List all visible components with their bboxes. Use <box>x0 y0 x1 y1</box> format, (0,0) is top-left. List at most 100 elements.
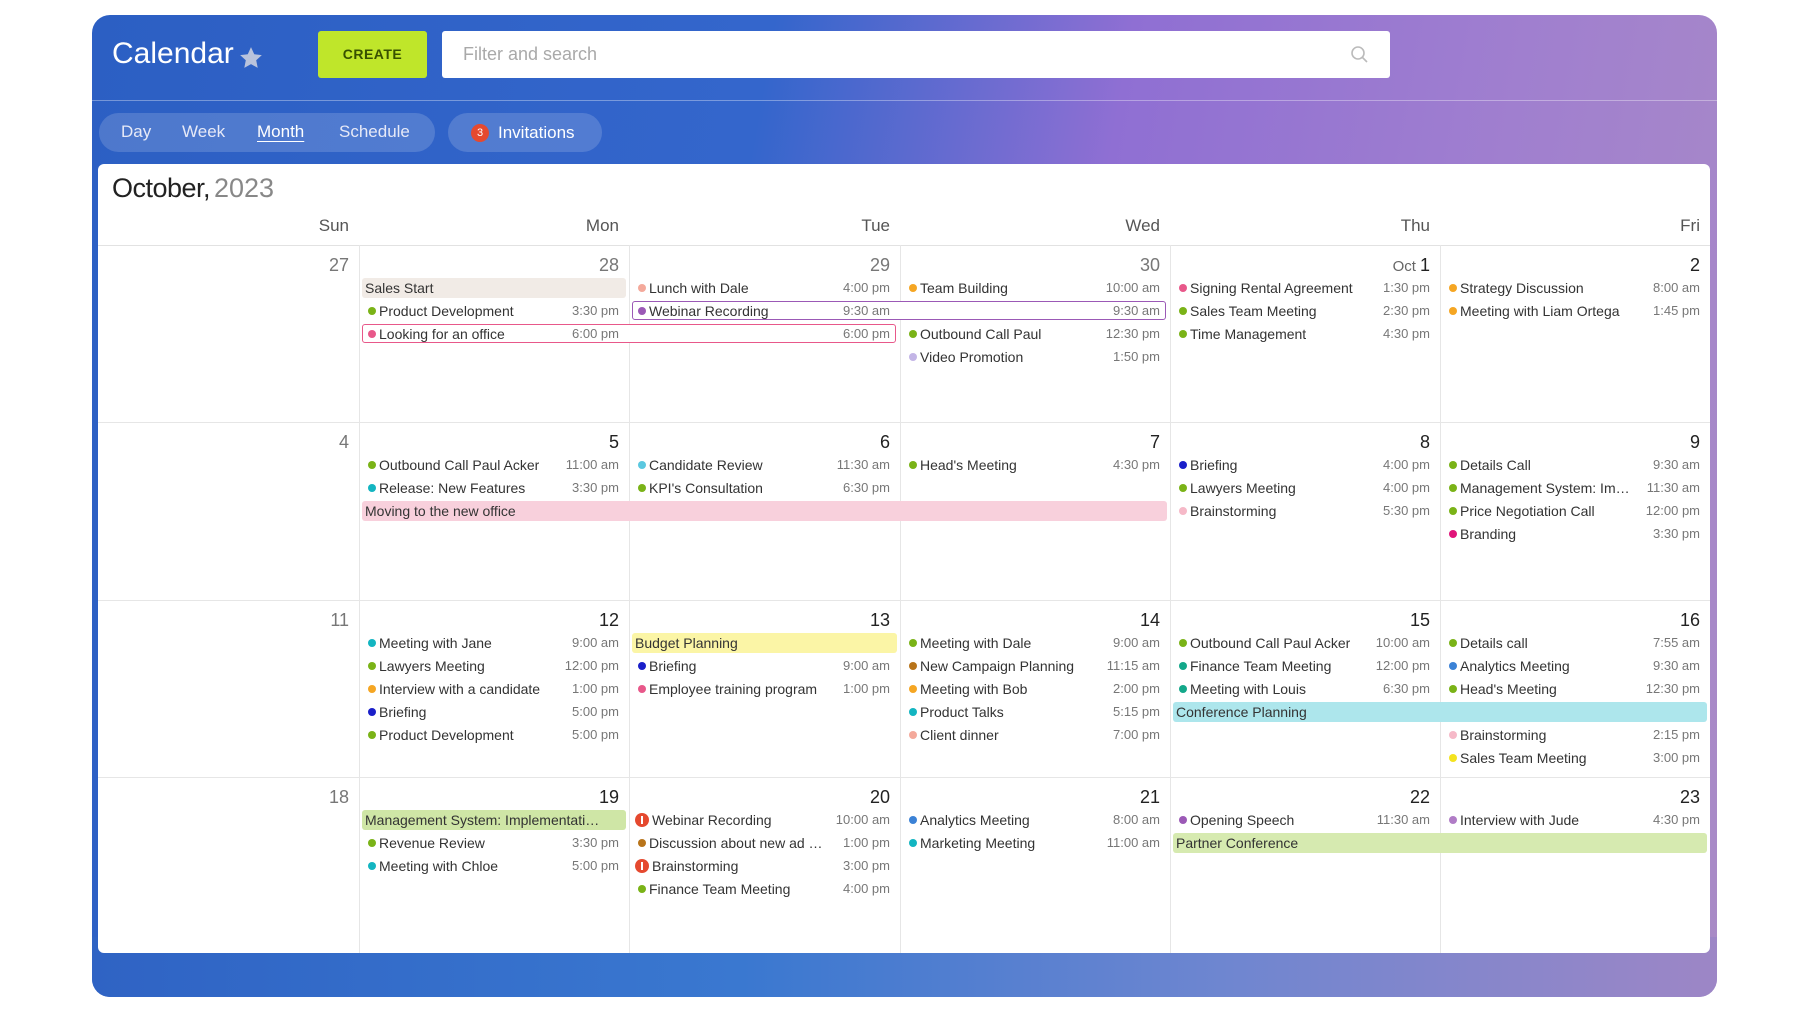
alert-mark <box>641 816 643 824</box>
event-title[interactable]: Product Development <box>379 727 514 743</box>
event-dot <box>909 353 917 361</box>
event-title[interactable]: Meeting with Dale <box>920 635 1032 651</box>
event-title[interactable]: Time Management <box>1190 326 1307 342</box>
event-title[interactable]: Webinar Recording <box>649 303 769 319</box>
event-title[interactable]: Webinar Recording <box>652 812 772 828</box>
event-title[interactable]: Video Promotion <box>920 349 1024 365</box>
event-bar[interactable]: Sales Start <box>362 278 626 298</box>
date: 27 <box>328 255 349 275</box>
event-title[interactable]: Management System: Im… <box>1460 480 1630 496</box>
event-dot <box>909 708 917 716</box>
event-time: 3:30 pm <box>572 303 619 318</box>
event-bar[interactable]: Moving to the new office <box>362 501 1167 521</box>
event-title[interactable]: Looking for an office <box>379 326 505 342</box>
event-title[interactable]: Interview with a candidate <box>379 681 541 697</box>
event-title[interactable]: Price Negotiation Call <box>1460 503 1595 519</box>
event-title[interactable]: Briefing <box>1190 457 1238 473</box>
event-title[interactable]: Lawyers Meeting <box>379 658 485 674</box>
event-title[interactable]: Product Talks <box>920 704 1004 720</box>
event-bar[interactable]: Conference Planning <box>1173 702 1707 722</box>
event-title[interactable]: Meeting with Bob <box>920 681 1028 697</box>
create-button[interactable]: CREATE <box>318 31 427 78</box>
event-title[interactable]: Outbound Call Paul <box>920 326 1042 342</box>
event-title[interactable]: Brainstorming <box>1190 503 1277 519</box>
event-title[interactable]: Meeting with Jane <box>379 635 492 651</box>
event-time: 2:30 pm <box>1383 303 1430 318</box>
event-title[interactable]: Finance Team Meeting <box>1190 658 1332 674</box>
event-title[interactable]: Marketing Meeting <box>920 835 1036 851</box>
invitations-button[interactable]: 3 Invitations <box>448 113 602 152</box>
event-title[interactable]: Signing Rental Agreement <box>1190 280 1353 296</box>
date: 30 <box>1139 255 1160 275</box>
favorite-star[interactable] <box>238 45 264 71</box>
event-title[interactable]: Interview with Jude <box>1460 812 1580 828</box>
view-tab[interactable]: Week <box>182 122 226 141</box>
event-title[interactable]: Sales Team Meeting <box>1190 303 1317 319</box>
app-title: Calendar <box>112 37 234 70</box>
event-time: 8:00 am <box>1653 280 1700 295</box>
year-title: 2023 <box>214 173 275 203</box>
event-title[interactable]: Discussion about new ad … <box>649 835 823 851</box>
event-title[interactable]: KPI's Consultation <box>649 480 763 496</box>
search-box[interactable]: Filter and search <box>442 31 1390 78</box>
date: 21 <box>1139 787 1160 807</box>
event-time: 3:30 pm <box>572 835 619 850</box>
event-title[interactable]: Analytics Meeting <box>1460 658 1570 674</box>
event-bar[interactable]: Management System: Implementati… <box>362 810 626 830</box>
event-title[interactable]: Client dinner <box>920 727 999 743</box>
event-title[interactable]: Strategy Discussion <box>1460 280 1584 296</box>
view-tab[interactable]: Schedule <box>339 122 410 141</box>
event-title[interactable]: Briefing <box>649 658 697 674</box>
event-dot <box>638 307 646 315</box>
event-title[interactable]: Brainstorming <box>652 858 739 874</box>
event-title: Partner Conference <box>1176 835 1299 851</box>
event-title[interactable]: Details call <box>1460 635 1528 651</box>
event-title[interactable]: Head's Meeting <box>920 457 1017 473</box>
event-title[interactable]: Briefing <box>379 704 427 720</box>
event-title[interactable]: Meeting with Chloe <box>379 858 499 874</box>
event-title[interactable]: Opening Speech <box>1190 812 1295 828</box>
event-dot <box>1179 816 1187 824</box>
event-dot <box>1179 484 1187 492</box>
event-time: 6:30 pm <box>1383 681 1430 696</box>
event-dot <box>1179 461 1187 469</box>
alert-icon <box>635 813 649 827</box>
event-title[interactable]: Outbound Call Paul Acker <box>379 457 540 473</box>
event-title[interactable]: Finance Team Meeting <box>649 881 791 897</box>
event-title[interactable]: Release: New Features <box>379 480 526 496</box>
month-title: October, <box>112 173 211 203</box>
date: 4 <box>338 432 349 452</box>
event-title[interactable]: Details Call <box>1460 457 1531 473</box>
event-dot <box>1179 662 1187 670</box>
event-title[interactable]: Analytics Meeting <box>920 812 1030 828</box>
event-title[interactable]: Team Building <box>920 280 1008 296</box>
event-dot <box>638 885 646 893</box>
date: 15 <box>1409 610 1430 630</box>
event-time: 7:55 am <box>1653 635 1700 650</box>
event-title[interactable]: Lunch with Dale <box>649 280 749 296</box>
event-title[interactable]: Meeting with Louis <box>1190 681 1306 697</box>
event-title[interactable]: Lawyers Meeting <box>1190 480 1296 496</box>
event-bar[interactable]: Budget Planning <box>632 633 897 653</box>
event-outline[interactable] <box>362 324 896 343</box>
event-title[interactable]: Sales Team Meeting <box>1460 750 1587 766</box>
view-tab[interactable]: Day <box>121 122 152 141</box>
event-title[interactable]: Revenue Review <box>379 835 485 851</box>
day-number: 28 <box>359 255 619 276</box>
event-title[interactable]: Head's Meeting <box>1460 681 1557 697</box>
day-number: 16 <box>1440 610 1700 631</box>
event-title[interactable]: Candidate Review <box>649 457 763 473</box>
event-title[interactable]: Meeting with Liam Ortega <box>1460 303 1620 319</box>
view-tab[interactable]: Month <box>257 122 305 141</box>
event-bar[interactable]: Partner Conference <box>1173 833 1707 853</box>
event-title[interactable]: New Campaign Planning <box>920 658 1075 674</box>
event-title[interactable]: Outbound Call Paul Acker <box>1190 635 1351 651</box>
event-title[interactable]: Brainstorming <box>1460 727 1547 743</box>
event-title[interactable]: Product Development <box>379 303 514 319</box>
event-title[interactable]: Branding <box>1460 526 1517 542</box>
event-time: 8:00 am <box>1113 812 1160 827</box>
day-number: 11 <box>98 610 349 631</box>
event-title[interactable]: Employee training program <box>649 681 818 697</box>
event-outline[interactable] <box>632 301 1166 320</box>
